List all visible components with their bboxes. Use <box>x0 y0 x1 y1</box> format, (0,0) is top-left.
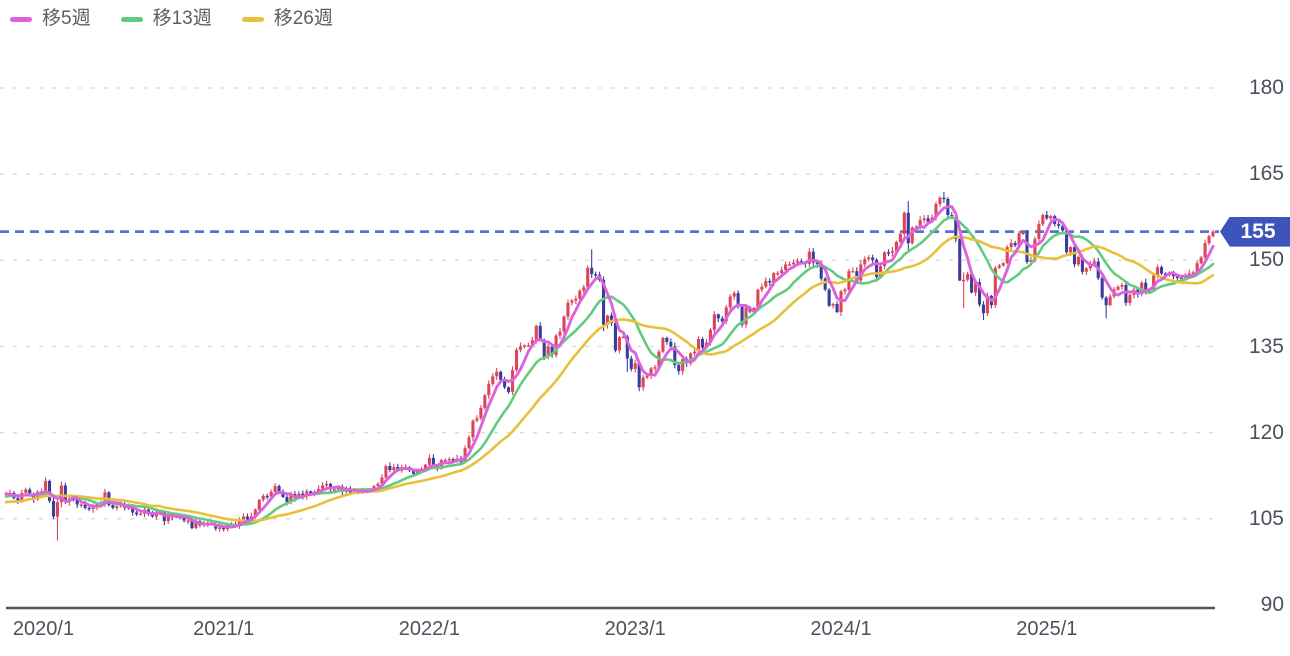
ma26-line <box>4 235 1215 523</box>
ma-legend: 移5週 移13週 移26週 <box>10 8 363 31</box>
y-axis-label: 120 <box>1248 420 1284 444</box>
x-axis-label: 2023/1 <box>604 618 666 640</box>
ma13-line <box>4 215 1215 527</box>
y-axis-label: 105 <box>1248 506 1284 530</box>
x-axis-label: 2020/1 <box>12 618 75 640</box>
x-axis-label: 2022/1 <box>398 618 460 640</box>
y-axis-label: 135 <box>1248 334 1284 358</box>
ma5-legend-swatch <box>10 17 32 22</box>
legend-item-ma5: 移5週 <box>10 8 91 31</box>
ma26-legend-swatch <box>241 17 264 22</box>
x-axis-label: 2024/1 <box>810 618 872 640</box>
legend-label: 移5週 <box>42 8 91 29</box>
x-axis-label: 2025/1 <box>1016 618 1078 640</box>
y-axis-label: 90 <box>1260 593 1284 616</box>
legend-item-ma26: 移26週 <box>241 8 333 31</box>
legend-label: 移13週 <box>152 8 212 29</box>
legend-label: 移26週 <box>273 8 333 29</box>
y-axis-label: 165 <box>1248 162 1284 186</box>
x-axis-label: 2021/1 <box>193 618 255 640</box>
current-price-badge: 155 <box>1220 216 1290 247</box>
ma5-line <box>4 205 1215 529</box>
current-price-value: 155 <box>1240 219 1276 243</box>
legend-item-ma13: 移13週 <box>120 8 212 31</box>
y-axis-label: 150 <box>1248 248 1284 272</box>
ma13-legend-swatch <box>120 17 143 22</box>
y-axis-label: 180 <box>1248 76 1284 99</box>
